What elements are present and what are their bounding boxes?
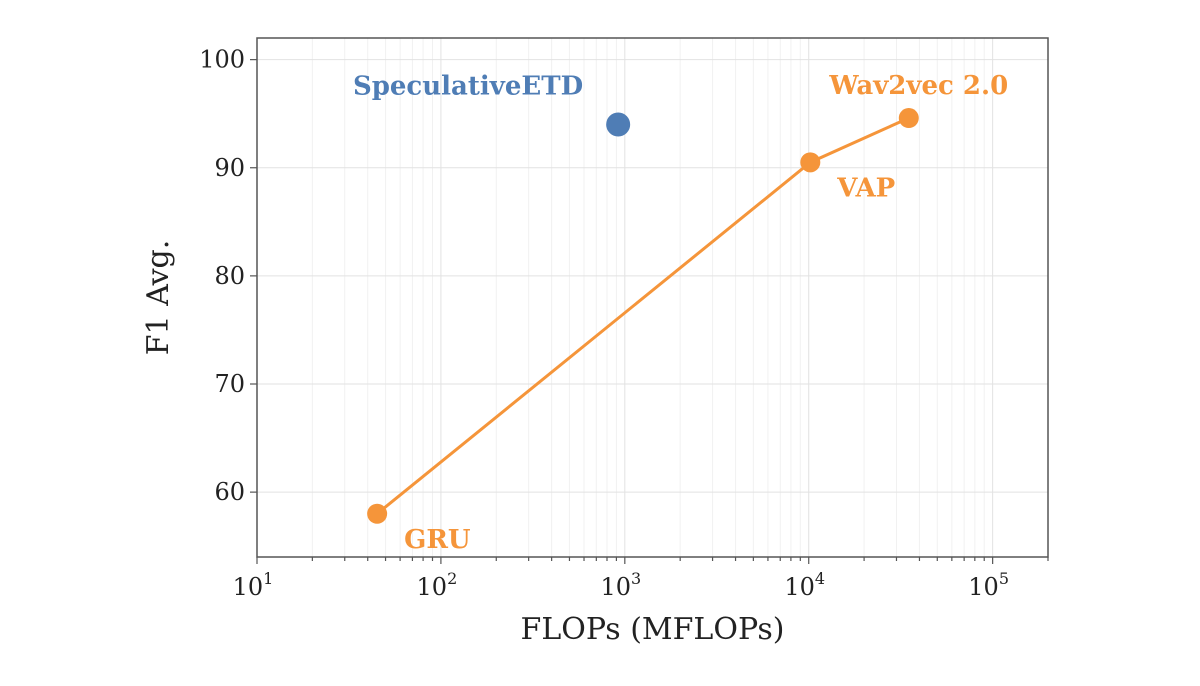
y-tick-label: 80 <box>214 262 245 290</box>
series-line <box>376 116 910 515</box>
x-tick-label: 104 <box>784 569 825 601</box>
y-tick-label: 100 <box>199 46 245 74</box>
point-label: SpeculativeETD <box>353 72 583 102</box>
point-label: Wav2vec 2.0 <box>828 71 1008 101</box>
x-tick-label: 103 <box>600 569 641 601</box>
point-label: VAP <box>836 173 895 203</box>
x-axis-title: FLOPs (MFLOPs) <box>521 612 785 647</box>
data-point <box>606 112 631 137</box>
data-point <box>800 152 821 173</box>
axes: 60 70 80 90 100 101 102 103 104 105 <box>199 46 1049 601</box>
point-label: GRU <box>404 525 471 555</box>
x-tick-label: 105 <box>968 569 1009 601</box>
series-layer: SpeculativeETD GRU VAP Wav2vec 2.0 <box>353 71 1008 555</box>
plot-frame <box>256 37 1049 558</box>
data-point <box>898 108 919 129</box>
y-axis-title: F1 Avg. <box>141 240 176 356</box>
x-tick-label: 102 <box>417 569 458 601</box>
y-tick-label: 70 <box>214 370 245 398</box>
y-tick-label: 60 <box>214 478 245 506</box>
grid <box>256 38 1049 557</box>
y-tick-label: 90 <box>214 154 245 182</box>
x-tick-label: 101 <box>233 569 274 601</box>
data-point <box>367 503 388 524</box>
